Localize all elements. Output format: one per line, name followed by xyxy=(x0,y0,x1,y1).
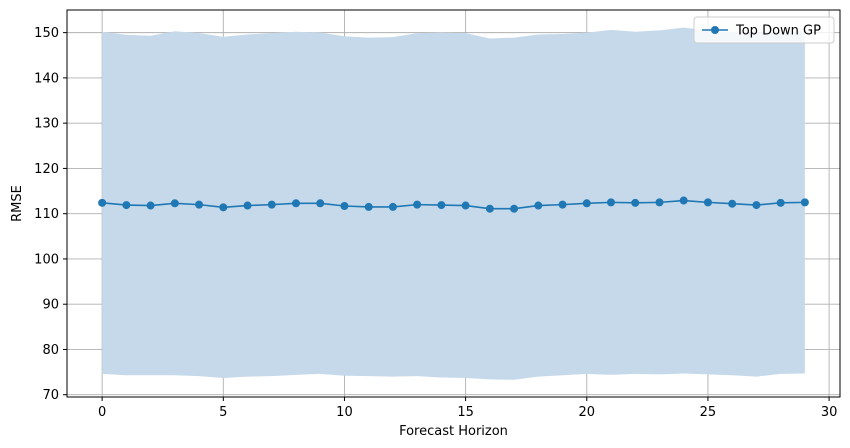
plot-frame xyxy=(66,9,841,398)
data-point xyxy=(267,200,276,209)
x-tick-label: 5 xyxy=(219,405,227,420)
x-axis-ticks: 0 5 10 15 20 25 30 xyxy=(98,397,837,420)
data-point xyxy=(582,199,591,208)
y-tick-label: 110 xyxy=(34,207,59,222)
data-point xyxy=(146,201,155,210)
x-tick-label: 10 xyxy=(336,405,353,420)
y-tick-label: 70 xyxy=(42,388,59,403)
legend-box xyxy=(693,16,835,44)
data-point xyxy=(413,200,422,209)
y-tick-label: 90 xyxy=(42,298,59,313)
x-tick-label: 25 xyxy=(700,405,717,420)
data-point xyxy=(291,199,300,208)
y-tick-label: 140 xyxy=(34,71,59,86)
data-point xyxy=(195,200,204,209)
data-point xyxy=(728,199,737,208)
data-point xyxy=(98,198,107,207)
data-point xyxy=(485,204,494,213)
data-point xyxy=(703,198,712,207)
legend: Top Down GP xyxy=(693,16,835,44)
legend-marker-swatch xyxy=(711,26,719,34)
x-tick-label: 15 xyxy=(457,405,474,420)
x-tick-label: 30 xyxy=(821,405,838,420)
data-point xyxy=(776,198,785,207)
data-point xyxy=(800,198,809,207)
y-tick-label: 120 xyxy=(34,162,59,177)
data-point xyxy=(752,201,761,210)
confidence-band xyxy=(102,27,805,380)
y-tick-label: 80 xyxy=(42,343,59,358)
x-tick-label: 20 xyxy=(579,405,596,420)
y-axis-ticks: 70 80 90 100 110 120 130 140 150 xyxy=(34,26,67,403)
data-point xyxy=(340,201,349,210)
series-markers-layer xyxy=(98,196,809,213)
data-point xyxy=(510,204,519,213)
data-point xyxy=(679,196,688,205)
data-point xyxy=(437,201,446,210)
data-point xyxy=(364,202,373,211)
y-tick-label: 150 xyxy=(34,26,59,41)
data-point xyxy=(534,201,543,210)
x-axis-title: Forecast Horizon xyxy=(399,424,508,439)
series-line xyxy=(102,199,805,210)
confidence-band-layer xyxy=(102,27,805,380)
data-point xyxy=(219,203,228,212)
data-point xyxy=(122,201,131,210)
data-point xyxy=(316,199,325,208)
x-tick-label: 0 xyxy=(98,405,106,420)
data-point xyxy=(461,201,470,210)
data-point xyxy=(170,199,179,208)
data-point xyxy=(631,198,640,207)
y-axis-title: RMSE xyxy=(10,185,25,222)
series-line-layer xyxy=(102,199,805,210)
data-point xyxy=(388,202,397,211)
y-tick-label: 130 xyxy=(34,117,59,132)
data-point xyxy=(243,201,252,210)
data-point xyxy=(607,198,616,207)
data-point xyxy=(558,200,567,209)
legend-label: Top Down GP xyxy=(735,24,821,39)
data-point xyxy=(655,198,664,207)
y-tick-label: 100 xyxy=(34,252,59,267)
